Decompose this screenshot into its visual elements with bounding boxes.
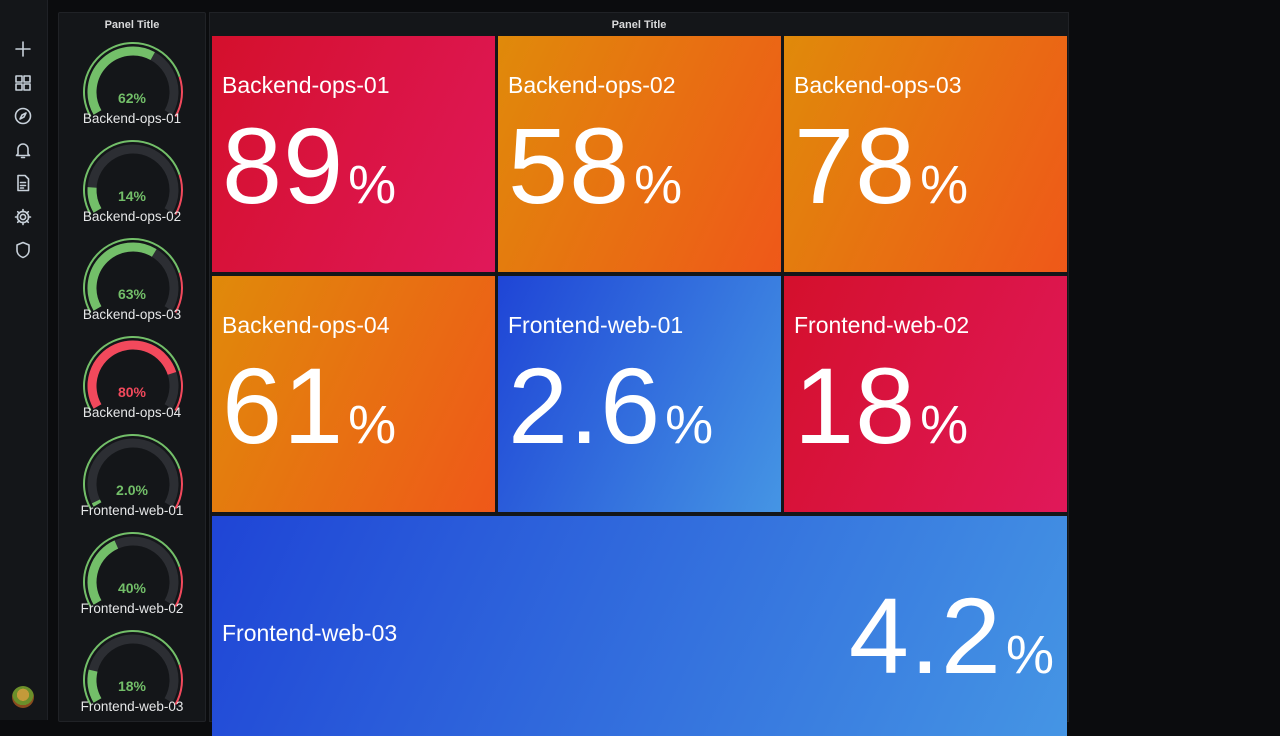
gauge-value: 62% bbox=[117, 90, 147, 106]
side-nav bbox=[0, 0, 48, 720]
gauge-fill bbox=[87, 340, 177, 409]
gauge-threshold-ok bbox=[83, 630, 181, 705]
gauge-fill bbox=[87, 669, 102, 703]
gauge-threshold-critical bbox=[174, 370, 183, 411]
stat-value-number: 61 bbox=[222, 345, 345, 466]
stat-tile-name: Backend-ops-04 bbox=[222, 312, 390, 338]
gauge-threshold-ok bbox=[83, 140, 181, 215]
gauge-threshold-critical bbox=[174, 664, 183, 705]
gauge-threshold-critical bbox=[174, 174, 183, 215]
gauge-threshold-ok bbox=[83, 532, 181, 607]
stat-tile-value: 58% bbox=[508, 106, 683, 245]
stat-tile[interactable]: Frontend-web-01 2.6% bbox=[498, 276, 781, 512]
gauge-label: Frontend-web-01 bbox=[80, 503, 184, 518]
gauge-arc bbox=[83, 238, 183, 313]
gauge-track bbox=[87, 144, 179, 213]
gauge-arc bbox=[83, 42, 183, 117]
gauge: 18% Frontend-web-03 bbox=[59, 630, 205, 728]
stat-tile[interactable]: Backend-ops-03 78% bbox=[784, 36, 1067, 272]
stat-value-unit: % bbox=[1005, 625, 1055, 685]
gauge-panel: Panel Title 62% Backend-ops-01 14% Backend-… bbox=[58, 12, 206, 722]
gauge: 80% Backend-ops-04 bbox=[59, 336, 205, 434]
gauge: 62% Backend-ops-01 bbox=[59, 42, 205, 140]
gauge-label: Backend-ops-02 bbox=[82, 209, 182, 224]
stat-value-unit: % bbox=[920, 155, 970, 215]
gauge-value: 14% bbox=[117, 188, 147, 204]
stat-tile[interactable]: Backend-ops-04 61% bbox=[212, 276, 495, 512]
stat-tile-name: Frontend-web-02 bbox=[794, 312, 970, 338]
gauge-label: Backend-ops-03 bbox=[82, 307, 182, 322]
stat-tile[interactable]: Frontend-web-02 18% bbox=[784, 276, 1067, 512]
gauge-threshold-critical bbox=[174, 468, 183, 509]
stat-value-unit: % bbox=[348, 155, 398, 215]
gauge-arc bbox=[83, 532, 183, 607]
gauge-value: 2.0% bbox=[116, 482, 148, 498]
user-avatar[interactable] bbox=[12, 686, 34, 708]
gauge-threshold-ok bbox=[83, 42, 181, 117]
stat-value-number: 18 bbox=[794, 345, 917, 466]
gauge-label: Backend-ops-04 bbox=[82, 405, 182, 420]
gauge-arc bbox=[83, 336, 183, 411]
dashboards-icon[interactable] bbox=[12, 72, 34, 94]
stat-tile-value: 2.6% bbox=[508, 346, 714, 485]
stat-tile[interactable]: Frontend-web-03 4.2% bbox=[212, 516, 1067, 736]
stat-value-number: 4.2 bbox=[848, 575, 1002, 696]
gauge: 14% Backend-ops-02 bbox=[59, 140, 205, 238]
stat-value-unit: % bbox=[634, 155, 684, 215]
stat-value-number: 58 bbox=[508, 105, 631, 226]
gauge-threshold-critical bbox=[174, 272, 183, 313]
gauge-track bbox=[87, 438, 179, 507]
stat-tile-value: 89% bbox=[222, 106, 397, 245]
gauge-threshold-ok bbox=[83, 336, 181, 411]
shield-icon[interactable] bbox=[12, 239, 34, 261]
gauge-value: 40% bbox=[117, 580, 147, 596]
stat-tile[interactable]: Backend-ops-01 89% bbox=[212, 36, 495, 272]
stat-tile-name: Backend-ops-03 bbox=[794, 72, 962, 98]
gauge-threshold-critical bbox=[174, 566, 183, 607]
stat-value-unit: % bbox=[665, 395, 715, 455]
gauge: 2.0% Frontend-web-01 bbox=[59, 434, 205, 532]
panel-title[interactable]: Panel Title bbox=[611, 19, 667, 31]
reports-icon[interactable] bbox=[12, 172, 34, 194]
stat-panel: Panel Title Backend-ops-01 89% Backend-ops… bbox=[209, 12, 1069, 736]
gauge-value: 80% bbox=[117, 384, 147, 400]
gauge-fill bbox=[87, 46, 155, 115]
stat-tile-value: 78% bbox=[794, 106, 969, 245]
gauge: 63% Backend-ops-03 bbox=[59, 238, 205, 336]
gauge-label: Frontend-web-02 bbox=[80, 601, 184, 616]
gauge-value: 63% bbox=[117, 286, 147, 302]
gauge-fill bbox=[87, 540, 119, 605]
gauge-value: 18% bbox=[117, 678, 147, 694]
gauge-fill bbox=[87, 242, 157, 311]
stat-tile[interactable]: Backend-ops-02 58% bbox=[498, 36, 781, 272]
gauge-threshold-ok bbox=[83, 238, 181, 313]
stat-tile-value: 18% bbox=[794, 346, 969, 485]
settings-icon[interactable] bbox=[12, 206, 34, 228]
gauge-label: Backend-ops-01 bbox=[82, 111, 182, 126]
stat-tile-name: Backend-ops-01 bbox=[222, 72, 390, 98]
gauge-arc bbox=[83, 630, 183, 705]
stat-value-unit: % bbox=[348, 395, 398, 455]
gauge-label: Frontend-web-03 bbox=[80, 699, 184, 714]
stat-value-unit: % bbox=[920, 395, 970, 455]
gauge: 40% Frontend-web-02 bbox=[59, 532, 205, 630]
plus-icon[interactable] bbox=[12, 38, 34, 60]
alerting-icon[interactable] bbox=[12, 139, 34, 161]
stat-tile-name: Backend-ops-02 bbox=[508, 72, 676, 98]
stat-tile-value: 61% bbox=[222, 346, 397, 485]
stat-value-number: 89 bbox=[222, 105, 345, 226]
gauge-fill bbox=[91, 499, 102, 507]
gauge-fill bbox=[87, 187, 102, 213]
gauge-arc bbox=[83, 434, 183, 509]
stat-tile-name: Frontend-web-03 bbox=[222, 620, 398, 646]
gauge-threshold-ok bbox=[83, 434, 181, 509]
panel-title[interactable]: Panel Title bbox=[104, 19, 160, 31]
gauge-threshold-critical bbox=[174, 76, 183, 117]
stat-value-number: 2.6 bbox=[508, 345, 662, 466]
gauge-arc bbox=[83, 140, 183, 215]
explore-icon[interactable] bbox=[12, 105, 34, 127]
stat-value-number: 78 bbox=[794, 105, 917, 226]
stat-tile-value: 4.2% bbox=[849, 576, 1055, 715]
stat-tile-name: Frontend-web-01 bbox=[508, 312, 684, 338]
